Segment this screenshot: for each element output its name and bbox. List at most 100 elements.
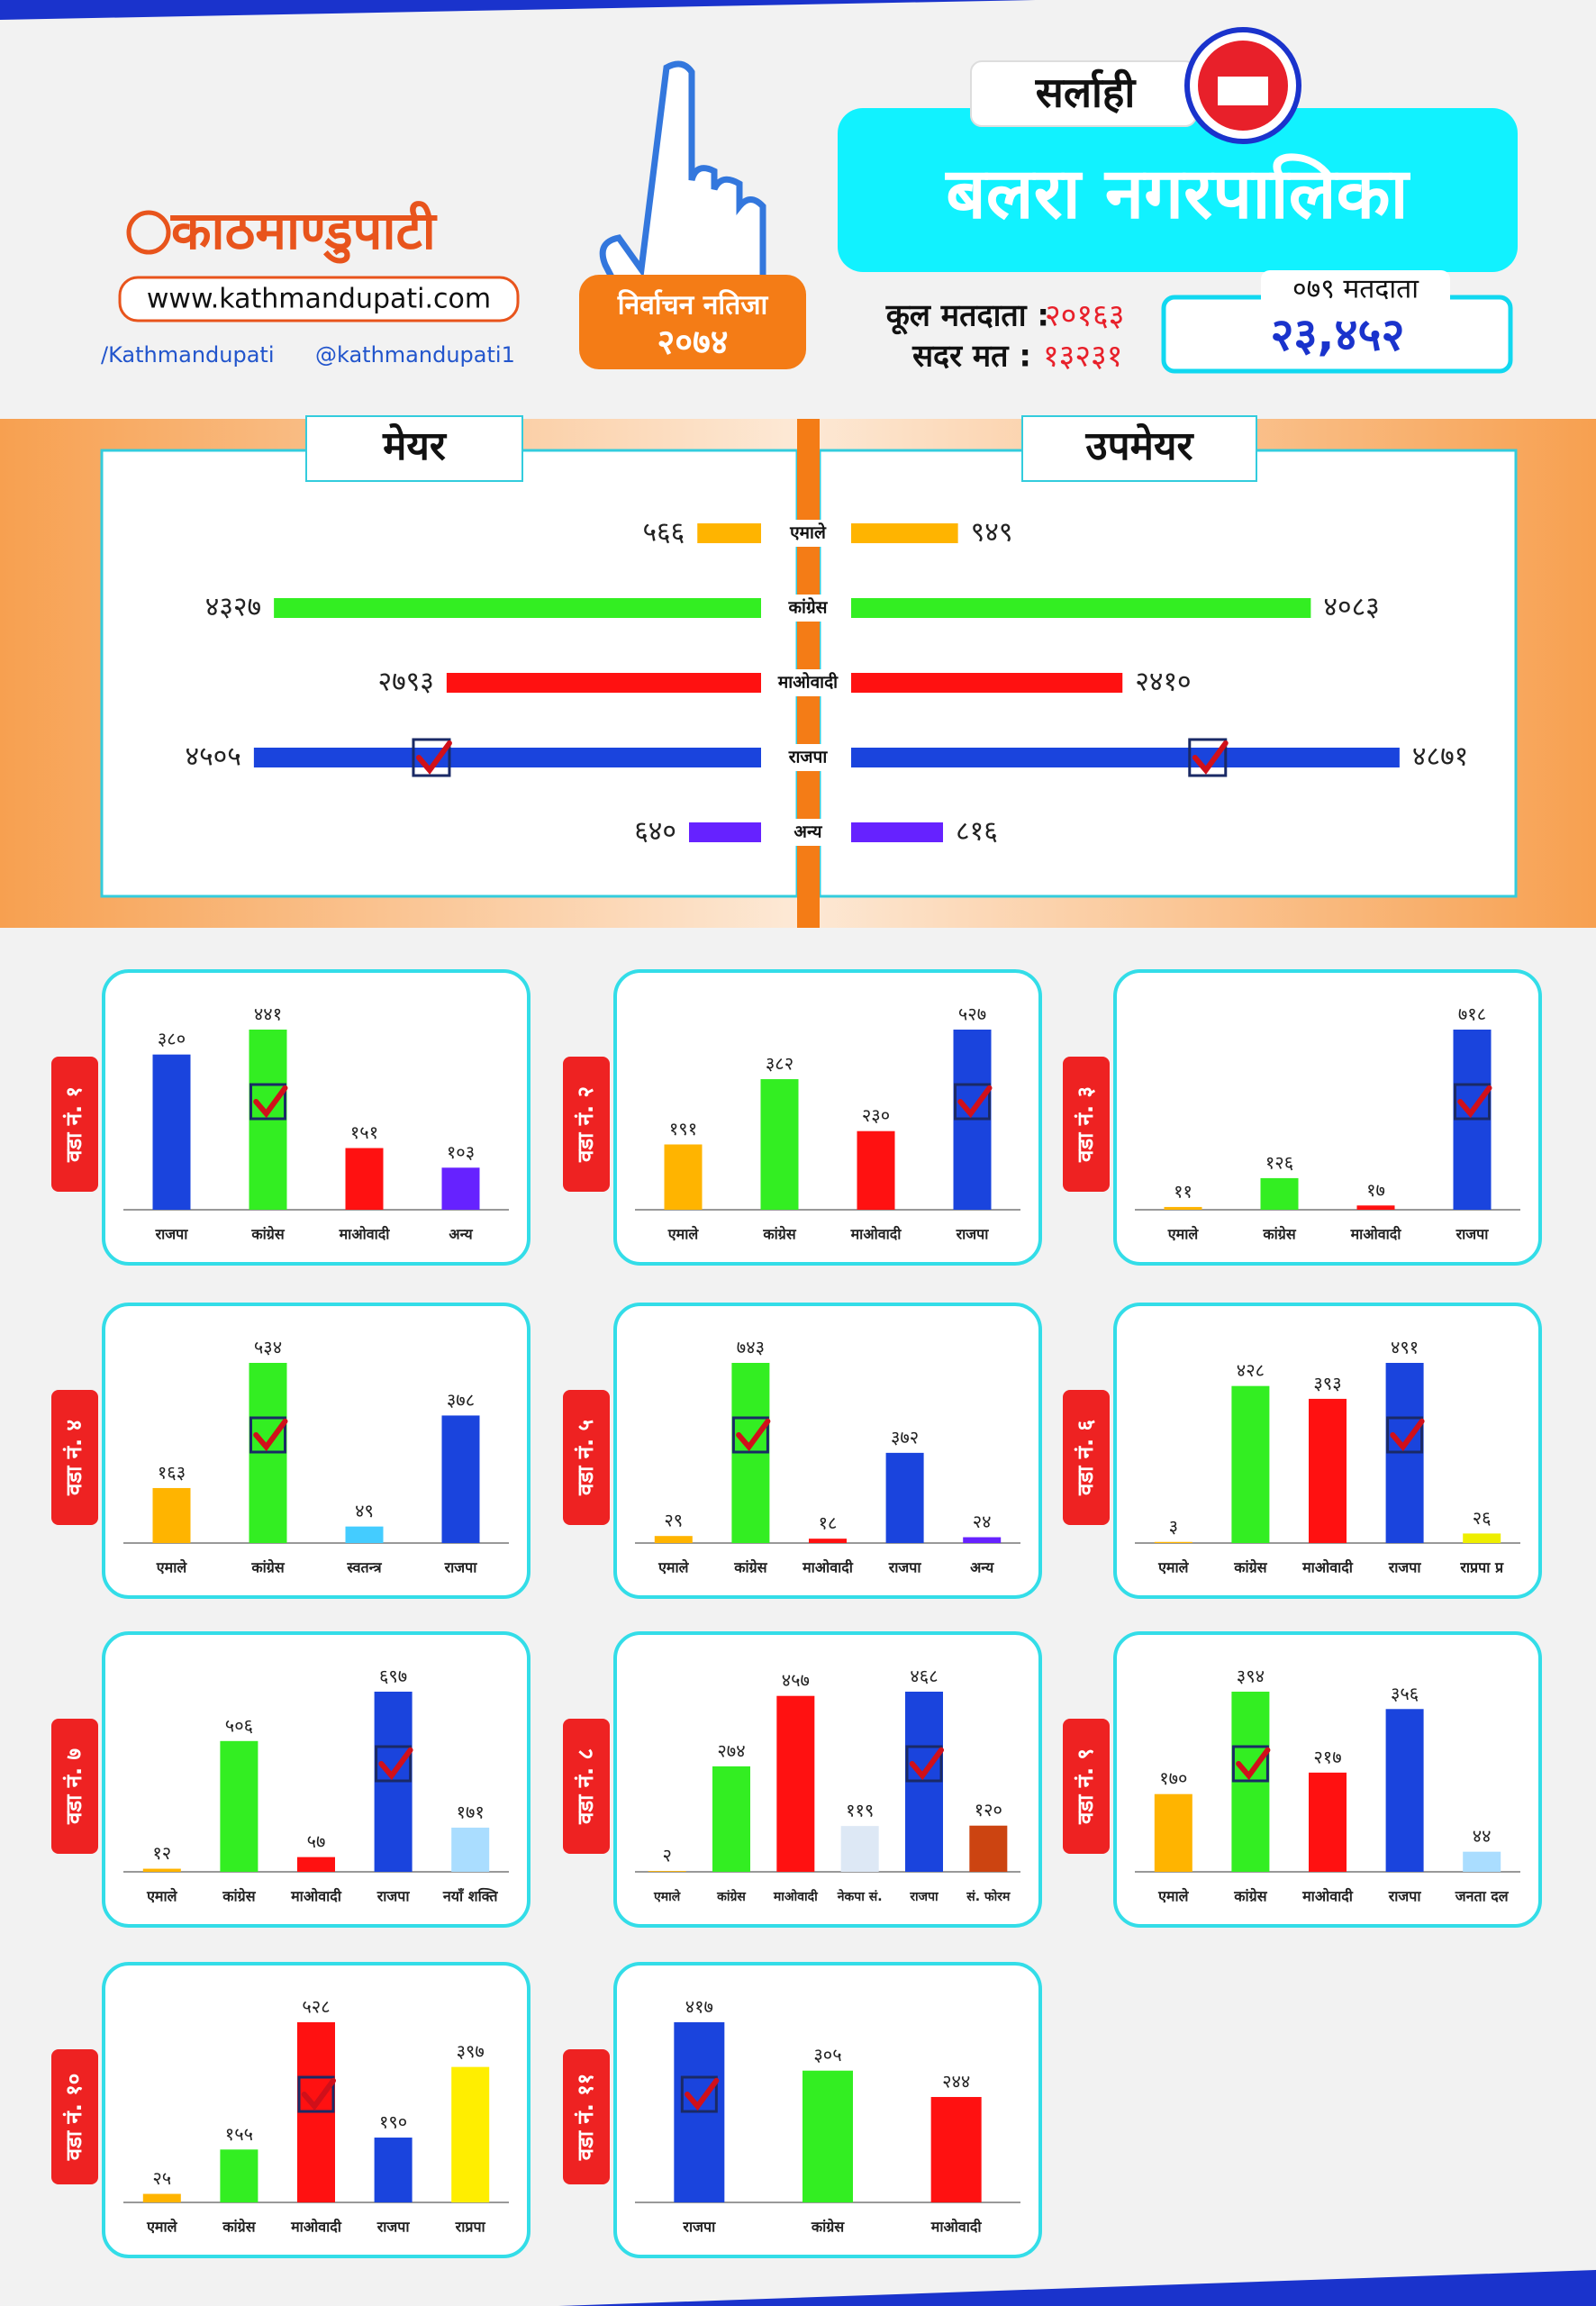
ward-tab (51, 2049, 98, 2184)
bar (297, 1857, 335, 1872)
bar (374, 2138, 413, 2202)
value-label: ११९ (846, 1800, 874, 1821)
check-box (905, 1745, 943, 1783)
check-box (1454, 1083, 1491, 1121)
bar (220, 2149, 258, 2202)
check-tick (378, 1747, 413, 1781)
x-tick-label: एमाले (156, 1559, 188, 1576)
check-tick (415, 740, 452, 775)
bar (1164, 1206, 1202, 1210)
bar (446, 673, 761, 693)
bar (441, 1167, 480, 1210)
ward-tab (563, 1719, 610, 1854)
bar (851, 748, 1400, 767)
bar (152, 1054, 191, 1210)
check-tick (957, 1085, 993, 1119)
value-label: १५१ (350, 1121, 378, 1143)
x-tick-label: कांग्रेस (1262, 1226, 1296, 1243)
check-tick (736, 1418, 771, 1452)
winner-check (1386, 1416, 1425, 1454)
bar (664, 1144, 703, 1210)
value-label: ७१८ (1458, 1003, 1486, 1025)
check-box (249, 1416, 286, 1454)
value-label: ११ (1174, 1180, 1192, 1202)
value-label: १९० (379, 2111, 407, 2133)
bar (1231, 1385, 1270, 1543)
card (102, 969, 530, 1266)
ward-title: वडा नं. ३ (1073, 1086, 1098, 1163)
x-tick-label: राजपा (1388, 1559, 1422, 1576)
ward-title: वडा नं. ५ (573, 1420, 598, 1496)
x-tick-label: माओवादी (290, 1888, 342, 1905)
bar (885, 1452, 924, 1543)
x-tick-label: माओवादी (930, 2219, 983, 2236)
x-tick-label: राजपा (155, 1226, 189, 1243)
value-label: ५३४ (254, 1337, 282, 1358)
x-tick-label: अन्य (970, 1559, 994, 1576)
winner-check (954, 1083, 993, 1121)
bar (857, 1130, 895, 1210)
logo-icon (126, 210, 171, 255)
value-label: ३ (1169, 1515, 1178, 1537)
value-label: ३८२ (766, 1053, 793, 1075)
ward-tab (563, 2049, 610, 2184)
voters-079-label: ०७९ मतदाता (1292, 274, 1419, 305)
category-label: राजपा (788, 748, 829, 767)
value-label: ७४३ (737, 1337, 765, 1358)
bar (345, 1148, 384, 1210)
ward-title: वडा नं. ११ (573, 2074, 598, 2162)
bar (274, 598, 761, 618)
value-label: ३७२ (891, 1426, 919, 1448)
bar (760, 1079, 799, 1210)
bar (1154, 1541, 1192, 1543)
series-tab (305, 415, 523, 482)
bar (1385, 1709, 1424, 1872)
value-label: ५०६ (225, 1714, 253, 1736)
value-label: १७० (1159, 1767, 1187, 1789)
x-tick-label: कांग्रेस (811, 2219, 845, 2236)
check-tick (1390, 1418, 1425, 1452)
bar (851, 598, 1311, 618)
value-label: ३८० (158, 1028, 186, 1049)
ward-title: वडा नं. २ (573, 1086, 598, 1163)
x-tick-label: कांग्रेस (222, 1888, 256, 1905)
bar (689, 822, 761, 842)
x-tick-label: राप्रपा प्र (1459, 1559, 1504, 1576)
bar (776, 1695, 815, 1872)
check-box (1386, 1416, 1424, 1454)
website: www.kathmandupati.com (147, 284, 491, 315)
value-label: १७१ (457, 1801, 485, 1822)
x-tick-label: राजपा (888, 1559, 922, 1576)
value-label: ४३२७ (205, 592, 261, 623)
value-label: १९१ (669, 1118, 697, 1139)
badge-year: २०७४ (657, 322, 728, 362)
value-label: ४९१ (1391, 1337, 1419, 1358)
category-box (765, 819, 851, 846)
x-tick-label: एमाले (653, 1889, 681, 1904)
x-tick-label: राजपा (682, 2219, 716, 2236)
x-tick-label: कांग्रेस (250, 1226, 285, 1243)
bar (1463, 1533, 1501, 1543)
check-tick (685, 2077, 720, 2111)
x-tick-label: माओवादी (1301, 1888, 1354, 1905)
winner-check (249, 1416, 288, 1454)
check-box (375, 1745, 413, 1783)
ballot-box (1218, 77, 1268, 105)
x-tick-label: सं. फोरम (966, 1889, 1011, 1904)
ward-title: वडा नं. ८ (573, 1748, 598, 1825)
value-label: ५२७ (958, 1003, 986, 1025)
value-label: ६९७ (379, 1666, 407, 1687)
value-label: १२० (975, 1799, 1002, 1820)
value-label: ४९ (355, 1500, 374, 1521)
value-label: ३९३ (1313, 1372, 1341, 1394)
x-tick-label: एमाले (1157, 1888, 1190, 1905)
check-box (412, 738, 451, 777)
value-label: २४१० (1135, 667, 1191, 698)
value-label: २४ (973, 1511, 992, 1532)
x-tick-label: राजपा (1455, 1226, 1490, 1243)
ward-tab (563, 1390, 610, 1525)
ward-title: वडा नं. ९ (1073, 1748, 1098, 1825)
check-tick (909, 1747, 944, 1781)
bar (697, 523, 761, 543)
